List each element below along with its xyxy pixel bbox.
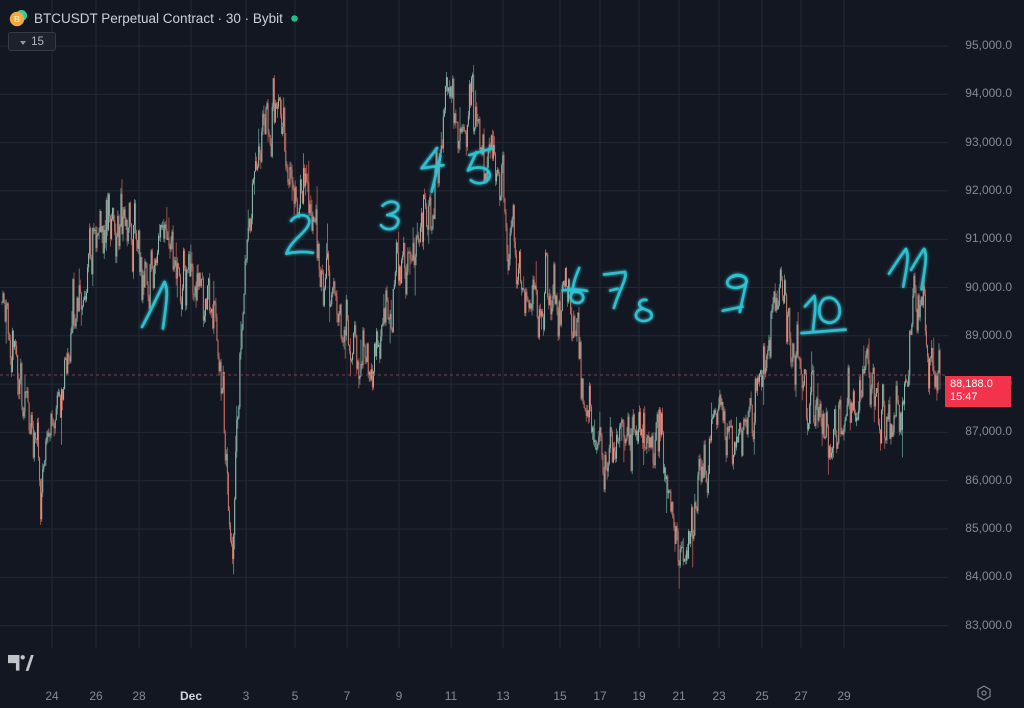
svg-text:B: B bbox=[14, 14, 20, 24]
